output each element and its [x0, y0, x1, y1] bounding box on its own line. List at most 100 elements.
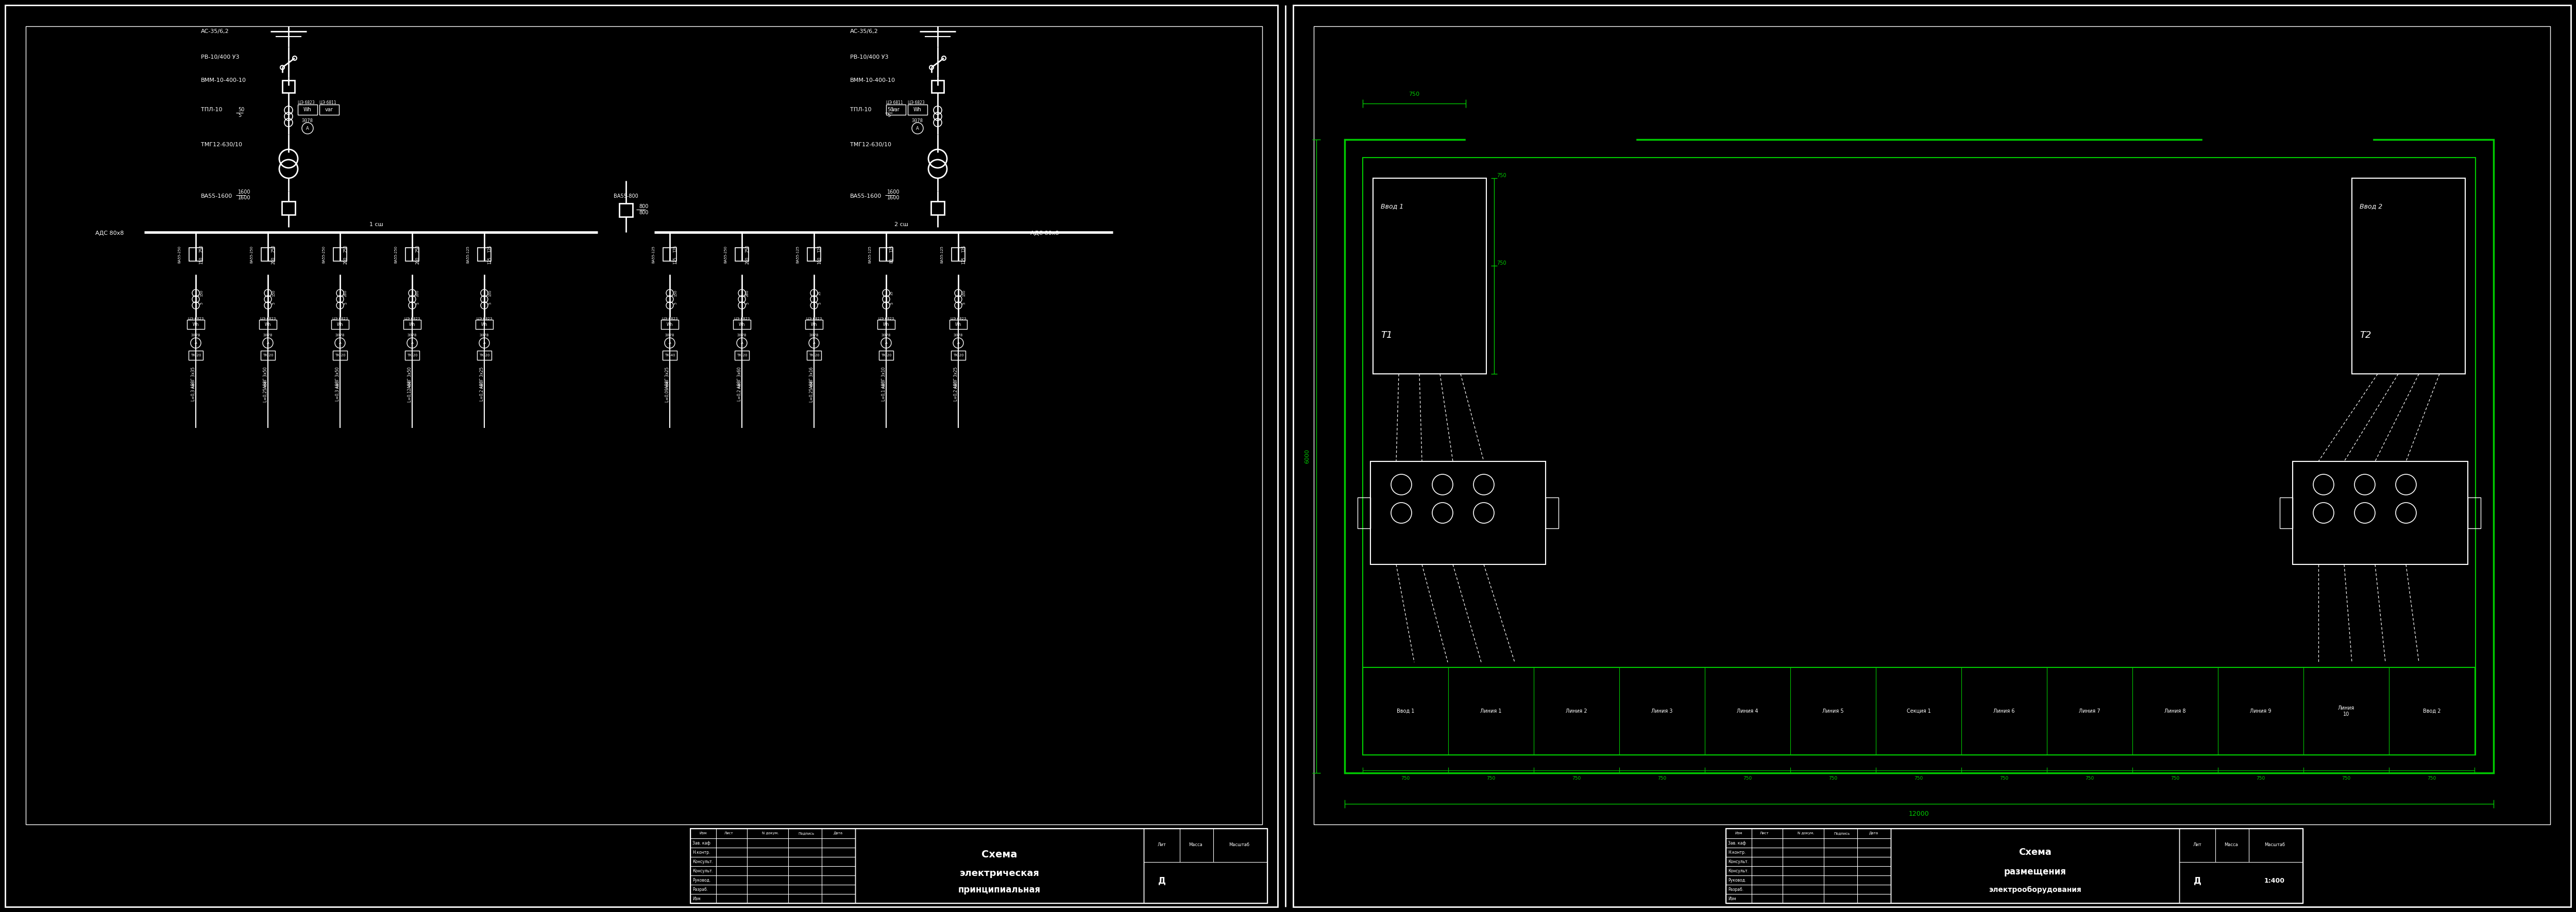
Bar	[1726, 829, 1891, 903]
Bar	[662, 320, 677, 329]
Bar	[878, 351, 894, 360]
Text: Э378: Э378	[953, 334, 963, 337]
Text: 750: 750	[1571, 776, 1582, 781]
Bar	[188, 248, 204, 261]
Text: Лит: Лит	[1157, 843, 1167, 847]
Text: Wh: Wh	[914, 107, 922, 112]
Text: ВА55-125: ВА55-125	[868, 245, 871, 264]
Text: 5: 5	[201, 302, 204, 305]
Text: 750: 750	[1486, 776, 1497, 781]
Text: N докум.: N докум.	[762, 832, 778, 834]
Text: Т1: Т1	[1381, 331, 1391, 340]
Text: 260: 260	[747, 290, 750, 296]
Text: 50: 50	[886, 107, 894, 112]
Bar	[951, 351, 966, 360]
Text: АДС 80х8: АДС 80х8	[1030, 231, 1059, 236]
Text: L=0,2 км: L=0,2 км	[953, 383, 958, 401]
Text: Wh: Wh	[482, 322, 487, 326]
Text: 1:400: 1:400	[2264, 877, 2285, 885]
Text: 25: 25	[819, 291, 822, 295]
Text: Wh: Wh	[811, 322, 817, 326]
Text: 750: 750	[1497, 173, 1507, 178]
Text: Wh: Wh	[304, 107, 312, 112]
Text: ЦЭ 6823: ЦЭ 6823	[734, 317, 750, 320]
Bar	[404, 248, 420, 261]
Bar	[1373, 178, 1486, 374]
Bar	[690, 829, 1267, 903]
Bar	[332, 248, 348, 261]
Text: 750: 750	[1914, 776, 1924, 781]
Text: 150: 150	[198, 257, 204, 264]
Bar	[5, 5, 1278, 907]
Text: 260: 260	[345, 290, 348, 296]
Text: Секция 1: Секция 1	[1906, 709, 1929, 714]
Bar	[283, 80, 294, 93]
Bar	[734, 248, 750, 261]
Text: 1600: 1600	[237, 195, 250, 201]
Bar	[332, 320, 348, 329]
Text: Э378: Э378	[335, 334, 345, 337]
Text: ЦЭ 6823: ЦЭ 6823	[299, 100, 314, 105]
Bar	[477, 248, 492, 261]
Text: Д: Д	[1159, 876, 1164, 886]
Text: Дата: Дата	[1870, 832, 1878, 834]
Text: Wh: Wh	[739, 322, 744, 326]
Bar	[1345, 140, 2494, 773]
Text: L=0,3 км: L=0,3 км	[335, 383, 340, 401]
Bar	[2293, 461, 2468, 565]
Text: ТМГ12-630/10: ТМГ12-630/10	[850, 142, 891, 147]
Text: Изм: Изм	[701, 832, 706, 834]
Text: ЦЭ 6823: ЦЭ 6823	[477, 317, 492, 320]
Bar	[404, 351, 420, 360]
Text: АВВГ 3х25: АВВГ 3х25	[953, 367, 958, 389]
Text: Ввод 1: Ввод 1	[1396, 709, 1414, 714]
Text: Разраб.: Разраб.	[693, 887, 708, 892]
Text: Зав. каф: Зав. каф	[693, 841, 711, 845]
Bar	[886, 105, 907, 115]
Bar	[404, 320, 420, 329]
Text: Ввод 2: Ввод 2	[2424, 709, 2439, 714]
Text: Линия 5: Линия 5	[1821, 709, 1844, 714]
Bar	[2179, 829, 2303, 903]
Text: ЦЭ 6823: ЦЭ 6823	[806, 317, 822, 320]
Text: Э378: Э378	[263, 334, 273, 337]
Text: 200: 200	[417, 290, 420, 296]
Text: ВА55-125: ВА55-125	[940, 245, 943, 264]
Text: 5: 5	[886, 113, 891, 118]
Text: Д: Д	[2195, 876, 2200, 886]
Text: 750: 750	[2342, 776, 2352, 781]
Text: 200: 200	[343, 257, 348, 264]
Text: Э378: Э378	[737, 334, 747, 337]
Text: Э378: Э378	[301, 119, 314, 123]
Text: 750: 750	[1497, 261, 1507, 265]
Bar	[1358, 497, 1370, 528]
Bar	[477, 351, 492, 360]
Bar	[281, 202, 296, 214]
Text: ВА55-250: ВА55-250	[178, 245, 180, 264]
Text: Э378: Э378	[407, 334, 417, 337]
Text: ТК-20: ТК-20	[809, 354, 819, 357]
Text: L=0,09 км: L=0,09 км	[665, 381, 670, 402]
Text: var: var	[891, 107, 899, 112]
Text: 100: 100	[817, 257, 822, 264]
Text: 125: 125	[889, 245, 894, 253]
Text: АВВГ 3х25: АВВГ 3х25	[479, 367, 484, 389]
Text: принципиальная: принципиальная	[958, 886, 1041, 895]
Text: ТПЛ-10: ТПЛ-10	[850, 107, 871, 112]
Text: Дата: Дата	[835, 832, 842, 834]
Text: 80: 80	[889, 258, 894, 263]
Bar	[933, 80, 943, 93]
Bar	[662, 248, 677, 261]
Text: Линия 7: Линия 7	[2079, 709, 2099, 714]
Bar	[299, 105, 317, 115]
Text: Линия
10: Линия 10	[2339, 706, 2354, 717]
Text: 1600: 1600	[886, 195, 899, 201]
Text: Э378: Э378	[191, 334, 201, 337]
Bar	[806, 351, 822, 360]
Text: Изм: Изм	[693, 896, 701, 901]
Text: 750: 750	[1744, 776, 1752, 781]
Bar	[1546, 497, 1558, 528]
Text: Т2: Т2	[2360, 331, 2372, 340]
Text: Консульт.: Консульт.	[693, 859, 714, 864]
Bar	[734, 351, 750, 360]
